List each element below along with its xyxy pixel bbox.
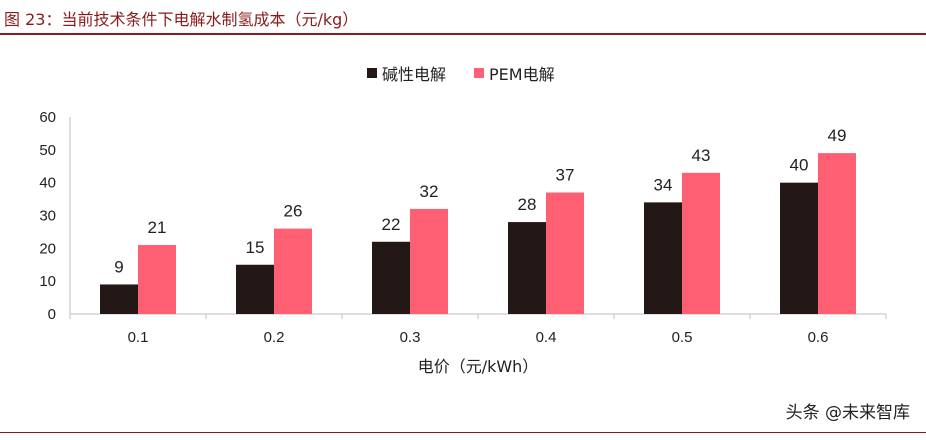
bar-alkaline bbox=[236, 264, 274, 314]
watermark: 头条 @未来智库 bbox=[785, 403, 910, 423]
y-tick-label: 30 bbox=[39, 208, 56, 225]
bars bbox=[100, 153, 856, 314]
data-label-alkaline: 15 bbox=[246, 238, 265, 257]
bar-alkaline bbox=[100, 284, 138, 314]
data-label-pem: 43 bbox=[692, 146, 711, 165]
data-label-pem: 21 bbox=[148, 218, 167, 237]
x-tick-label: 0.5 bbox=[672, 329, 693, 346]
legend-label-alkaline: 碱性电解 bbox=[382, 65, 446, 84]
figure-title: 图 23：当前技术条件下电解水制氢成本（元/kg） bbox=[4, 10, 359, 29]
bar-alkaline bbox=[372, 241, 410, 314]
data-label-alkaline: 34 bbox=[654, 175, 673, 194]
bar-pem bbox=[818, 153, 856, 314]
data-labels: 9 21 15 26 22 32 28 37 34 43 40 49 bbox=[114, 126, 846, 276]
bar-pem bbox=[138, 245, 176, 314]
y-tick-label: 50 bbox=[39, 142, 56, 159]
x-tick-label: 0.6 bbox=[808, 329, 829, 346]
data-label-alkaline: 9 bbox=[114, 257, 123, 276]
data-label-alkaline: 28 bbox=[518, 195, 537, 214]
x-tick-labels: 0.1 0.2 0.3 0.4 0.5 0.6 bbox=[128, 329, 829, 346]
data-label-alkaline: 22 bbox=[382, 215, 401, 234]
title-divider bbox=[0, 33, 926, 35]
bar-pem bbox=[546, 192, 584, 314]
legend-label-pem: PEM电解 bbox=[489, 65, 555, 84]
y-tick-label: 0 bbox=[48, 306, 56, 323]
data-label-alkaline: 40 bbox=[790, 156, 809, 175]
x-tick-label: 0.4 bbox=[536, 329, 557, 346]
bar-pem bbox=[682, 172, 720, 314]
y-tick-label: 60 bbox=[39, 109, 56, 126]
bar-alkaline bbox=[508, 222, 546, 314]
x-tick-label: 0.1 bbox=[128, 329, 149, 346]
x-axis-title: 电价（元/kWh） bbox=[418, 357, 539, 376]
data-label-pem: 49 bbox=[828, 126, 847, 145]
y-tick-label: 40 bbox=[39, 175, 56, 192]
y-tick-labels: 0 10 20 30 40 50 60 bbox=[39, 109, 56, 323]
x-tick-label: 0.2 bbox=[264, 329, 285, 346]
data-label-pem: 37 bbox=[556, 166, 575, 185]
x-tick-label: 0.3 bbox=[400, 329, 421, 346]
legend-swatch-pem bbox=[474, 68, 484, 78]
data-label-pem: 32 bbox=[420, 182, 439, 201]
bottom-divider bbox=[0, 432, 926, 433]
bar-alkaline bbox=[780, 182, 818, 314]
legend-swatch-alkaline bbox=[367, 68, 377, 78]
data-label-pem: 26 bbox=[284, 202, 303, 221]
bar-pem bbox=[274, 228, 312, 314]
y-tick-label: 10 bbox=[39, 273, 56, 290]
bar-pem bbox=[410, 208, 448, 314]
plot-area: 0 10 20 30 40 50 60 0.1 0.2 0.3 0.4 0.5 0.6 9 21 15 26… bbox=[39, 109, 887, 346]
chart-legend: 碱性电解 PEM电解 bbox=[367, 65, 555, 84]
y-tick-label: 20 bbox=[39, 240, 56, 257]
bar-alkaline bbox=[644, 202, 682, 314]
